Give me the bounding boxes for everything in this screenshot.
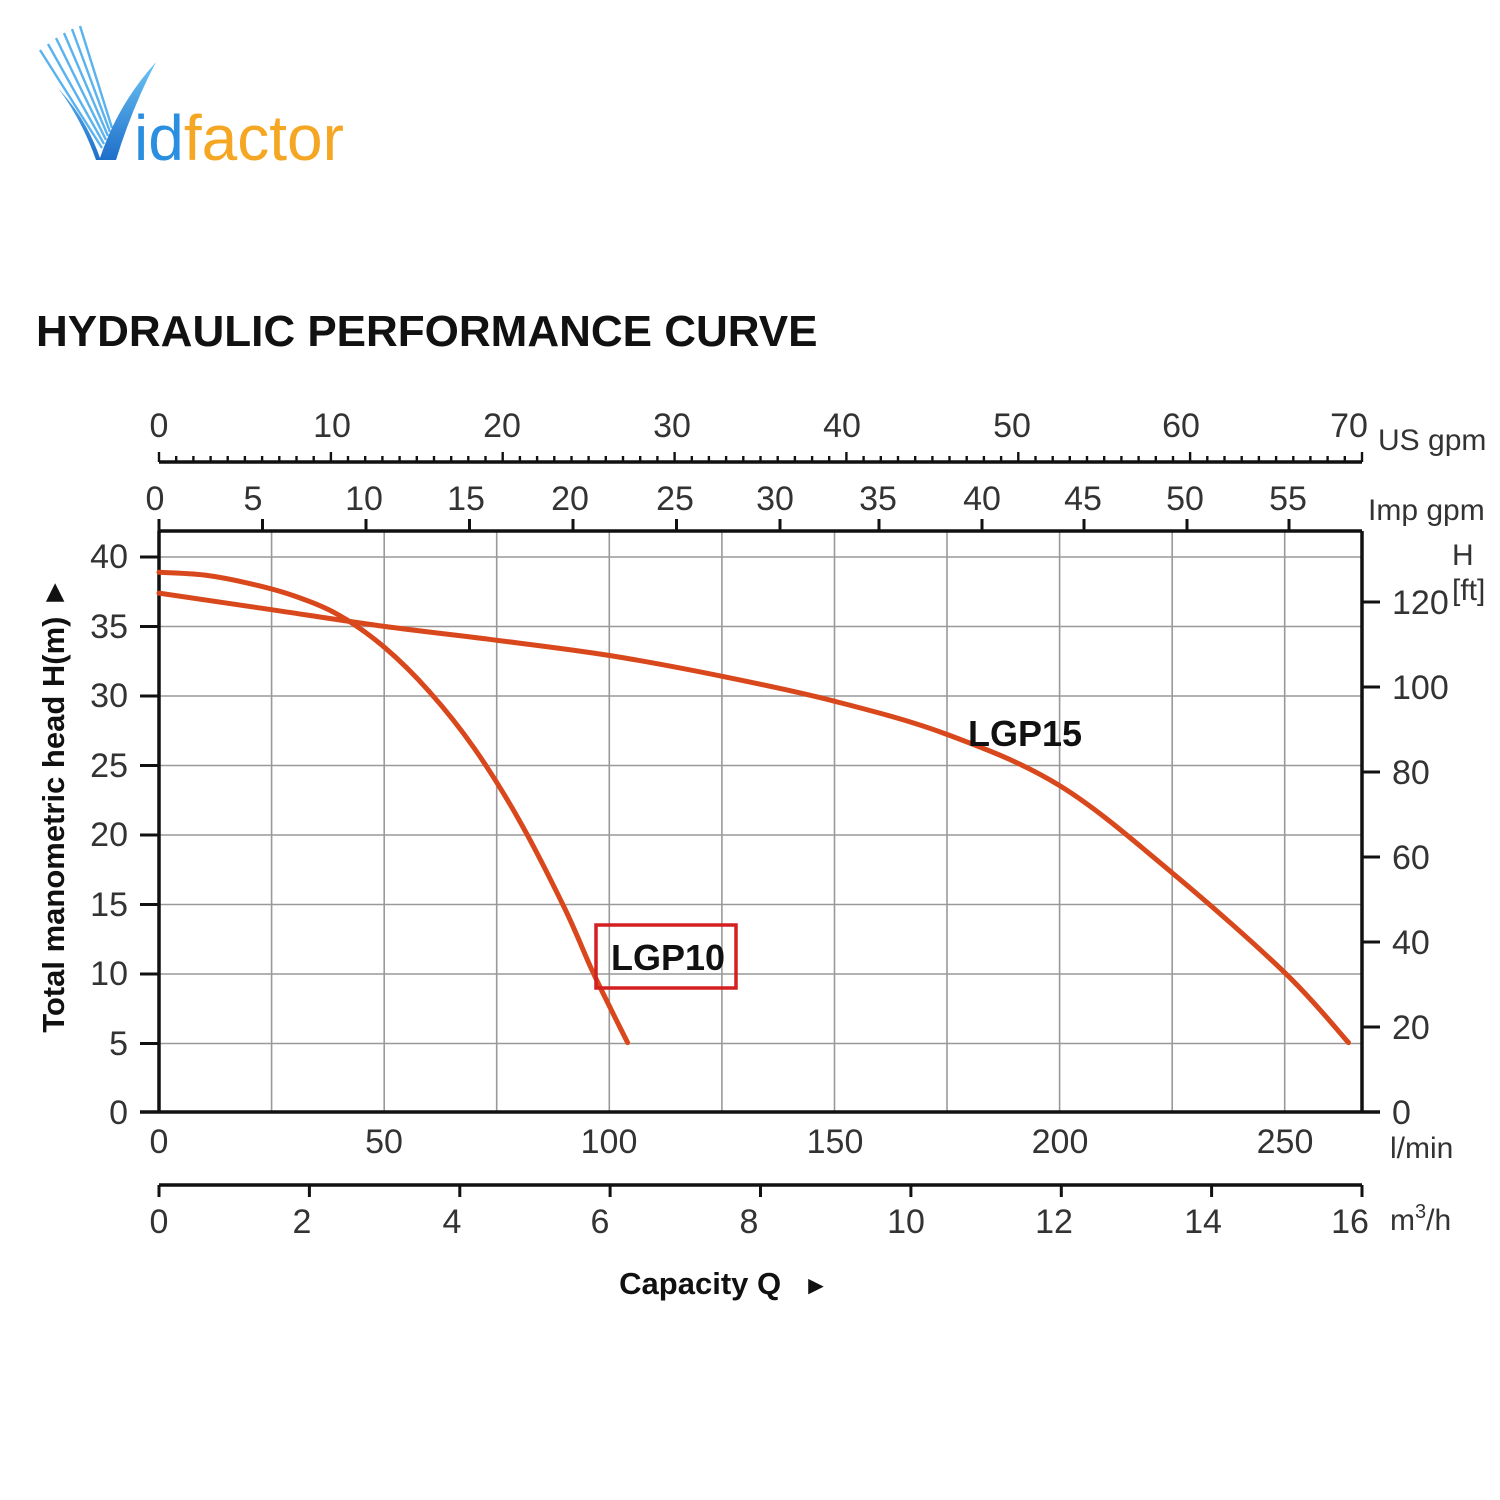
m3h-tick-label: 4 <box>443 1203 462 1241</box>
series-layer <box>156 569 1351 1046</box>
right-tick-label: 80 <box>1392 754 1430 792</box>
us-tick-label: 50 <box>993 407 1031 445</box>
top-axis-imp: 0 5 10 15 20 25 30 35 40 45 50 55 Imp gp… <box>146 480 1485 531</box>
logo-text-id: id <box>134 102 184 174</box>
m3h-tick-label: 16 <box>1331 1203 1369 1241</box>
lgp10-highlight-box <box>594 923 738 990</box>
left-tick-label: 20 <box>90 816 128 854</box>
logo-v-icon <box>58 62 156 160</box>
right-axis: 0 20 40 60 80 100 120 H [ft] <box>1362 539 1485 1132</box>
m3h-tick-label: 14 <box>1184 1203 1222 1241</box>
m3h-tick-label: 10 <box>887 1203 925 1241</box>
imp-tick-label: 20 <box>551 480 589 518</box>
imp-tick-label: 25 <box>656 480 694 518</box>
lmin-tick-label: 100 <box>581 1123 638 1161</box>
logo-swoosh-icon <box>38 25 114 149</box>
imp-tick-label: 10 <box>345 480 383 518</box>
lmin-tick-label: 50 <box>365 1123 403 1161</box>
imp-tick-label: 50 <box>1166 480 1204 518</box>
logo-text-factor: factor <box>184 102 344 174</box>
imp-tick-label: 15 <box>447 480 485 518</box>
right-tick-label: 20 <box>1392 1009 1430 1047</box>
imp-unit-label: Imp gpm <box>1368 494 1485 527</box>
us-tick-label: 70 <box>1330 407 1368 445</box>
imp-tick-label: 30 <box>756 480 794 518</box>
series-label-lgp15: LGP15 <box>968 713 1082 754</box>
y-axis-title: Total manometric head H(m) ► <box>36 577 71 1033</box>
m3h-tick-label: 12 <box>1035 1203 1073 1241</box>
bottom-axis-lmin: 0 50 100 150 200 250 l/min <box>150 1123 1454 1165</box>
left-tick-label: 0 <box>109 1094 128 1132</box>
chart-title: HYDRAULIC PERFORMANCE CURVE <box>36 307 817 356</box>
us-tick-label: 0 <box>150 407 169 445</box>
m3h-tick-label: 6 <box>591 1203 610 1241</box>
us-tick-label: 30 <box>653 407 691 445</box>
left-tick-label: 40 <box>90 538 128 576</box>
left-tick-label: 30 <box>90 677 128 715</box>
left-tick-label: 25 <box>90 747 128 785</box>
right-axis-unit-ft: [ft] <box>1452 574 1485 607</box>
right-tick-label: 40 <box>1392 924 1430 962</box>
m3h-tick-label: 2 <box>293 1203 312 1241</box>
x-axis-title: Capacity Q ► <box>619 1266 829 1301</box>
left-tick-label: 15 <box>90 886 128 924</box>
lmin-tick-label: 200 <box>1032 1123 1089 1161</box>
series-label-lgp10: LGP10 <box>611 937 725 978</box>
us-tick-label: 10 <box>313 407 351 445</box>
right-tick-label: 120 <box>1392 584 1449 622</box>
logo: idfactor <box>38 25 344 174</box>
imp-tick-label: 0 <box>146 480 165 518</box>
imp-tick-label: 40 <box>963 480 1001 518</box>
us-tick-label: 20 <box>483 407 521 445</box>
imp-tick-label: 35 <box>859 480 897 518</box>
left-tick-label: 5 <box>109 1025 128 1063</box>
imp-tick-label: 45 <box>1064 480 1102 518</box>
right-axis-unit-h: H <box>1452 539 1474 572</box>
lmin-tick-label: 0 <box>150 1123 169 1161</box>
imp-tick-label: 5 <box>244 480 263 518</box>
series-line-lgp10 <box>156 569 631 1046</box>
bottom-axis-m3h: 0 2 4 6 8 10 12 14 16 m3/h <box>150 1183 1451 1241</box>
us-unit-label: US gpm <box>1378 424 1486 457</box>
us-tick-label: 40 <box>823 407 861 445</box>
grid <box>159 531 1362 1112</box>
left-axis: 0 5 10 15 20 25 30 35 40 <box>90 538 159 1132</box>
right-tick-label: 60 <box>1392 839 1430 877</box>
lmin-tick-label: 150 <box>807 1123 864 1161</box>
m3h-unit-label: m3/h <box>1390 1201 1451 1237</box>
right-tick-label: 0 <box>1392 1094 1411 1132</box>
svg-text:idfactor: idfactor <box>134 102 344 174</box>
top-axis-us: 0 10 20 30 40 50 60 70 US gpm <box>150 407 1486 464</box>
us-tick-label: 60 <box>1162 407 1200 445</box>
imp-tick-label: 55 <box>1269 480 1307 518</box>
right-tick-label: 100 <box>1392 669 1449 707</box>
left-tick-label: 35 <box>90 608 128 646</box>
lmin-tick-label: 250 <box>1257 1123 1314 1161</box>
m3h-tick-label: 0 <box>150 1203 169 1241</box>
left-tick-label: 10 <box>90 955 128 993</box>
series-line-lgp15 <box>156 590 1351 1046</box>
lmin-unit-label: l/min <box>1390 1132 1453 1165</box>
m3h-tick-label: 8 <box>740 1203 759 1241</box>
